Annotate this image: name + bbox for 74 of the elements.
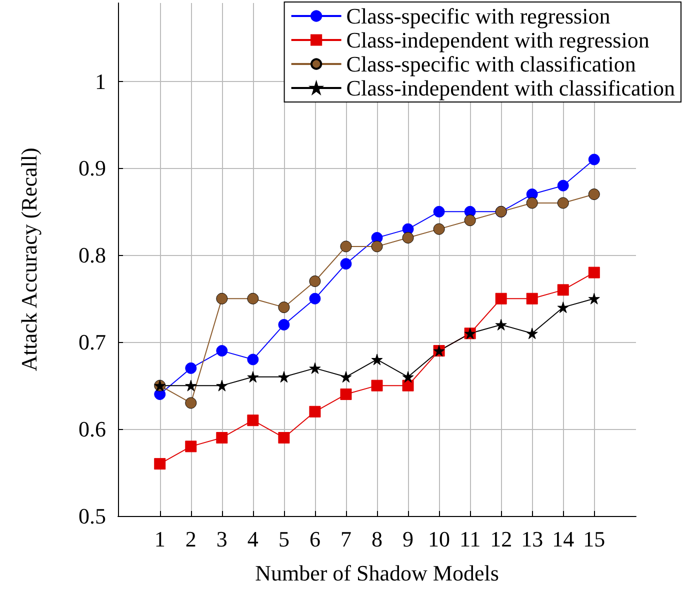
point — [557, 284, 569, 296]
point — [371, 380, 383, 392]
legend-label: Class-independent with regression — [346, 28, 650, 52]
point — [216, 380, 228, 392]
x-tick-label: 2 — [185, 526, 196, 552]
point — [309, 275, 321, 287]
y-tick-label: 0.7 — [78, 330, 106, 355]
x-tick-label: 12 — [490, 526, 512, 552]
x-tick-label: 3 — [216, 526, 228, 552]
point — [402, 371, 414, 383]
point — [340, 371, 352, 383]
point — [371, 240, 383, 252]
point — [154, 458, 166, 470]
x-tick-label: 8 — [372, 526, 382, 552]
y-tick-label: 0.6 — [78, 416, 106, 442]
y-tick-label: 0.5 — [78, 504, 106, 528]
point — [433, 206, 445, 218]
x-tick-label: 6 — [309, 526, 320, 552]
point — [526, 292, 538, 304]
x-tick-label: 10 — [428, 526, 450, 552]
x-tick-label: 13 — [521, 526, 544, 552]
point — [278, 302, 290, 314]
point — [526, 328, 538, 340]
point — [371, 354, 383, 366]
point — [309, 292, 321, 304]
point — [216, 292, 228, 304]
point — [309, 406, 321, 418]
x-axis-title: Number of Shadow Models — [255, 560, 499, 586]
point — [557, 302, 569, 314]
point — [247, 354, 259, 366]
y-tick-label: 1 — [95, 68, 106, 94]
point — [557, 197, 569, 209]
point — [247, 414, 259, 426]
x-tick-label: 1 — [154, 526, 166, 552]
legend-label: Class-independent with classification — [346, 76, 676, 100]
point — [588, 154, 600, 166]
x-tick-label: 5 — [278, 526, 290, 552]
point — [588, 266, 600, 278]
x-tick-label: 9 — [402, 526, 414, 552]
x-tick-label: 7 — [340, 526, 352, 552]
legend-label: Class-specific with classification — [346, 52, 636, 76]
point — [278, 371, 290, 383]
point — [495, 318, 507, 330]
point — [185, 380, 197, 392]
y-axis-title: Attack Accuracy (Recall) — [16, 148, 42, 372]
point — [526, 197, 538, 209]
point — [588, 188, 600, 200]
point — [433, 223, 445, 235]
y-tick-label: 0.9 — [78, 156, 106, 181]
point — [340, 258, 352, 270]
point — [588, 292, 600, 304]
point — [464, 214, 476, 226]
point — [495, 292, 507, 304]
point — [309, 362, 321, 374]
point — [557, 180, 569, 192]
x-tick-label: 4 — [247, 526, 258, 552]
point — [216, 345, 228, 357]
point — [185, 440, 197, 452]
point — [185, 362, 197, 374]
point — [402, 380, 414, 392]
point — [185, 397, 197, 409]
point — [340, 388, 352, 400]
legend-label: Class-specific with regression — [346, 4, 610, 28]
point — [340, 240, 352, 252]
point — [278, 318, 290, 330]
x-tick-label: 15 — [583, 526, 606, 552]
y-tick-label: 0.8 — [78, 242, 106, 268]
point — [402, 232, 414, 244]
point — [278, 432, 290, 444]
x-tick-label: 11 — [459, 526, 481, 552]
point — [247, 371, 259, 383]
x-tick-label: 14 — [552, 526, 574, 552]
point — [247, 292, 259, 304]
point — [216, 432, 228, 444]
